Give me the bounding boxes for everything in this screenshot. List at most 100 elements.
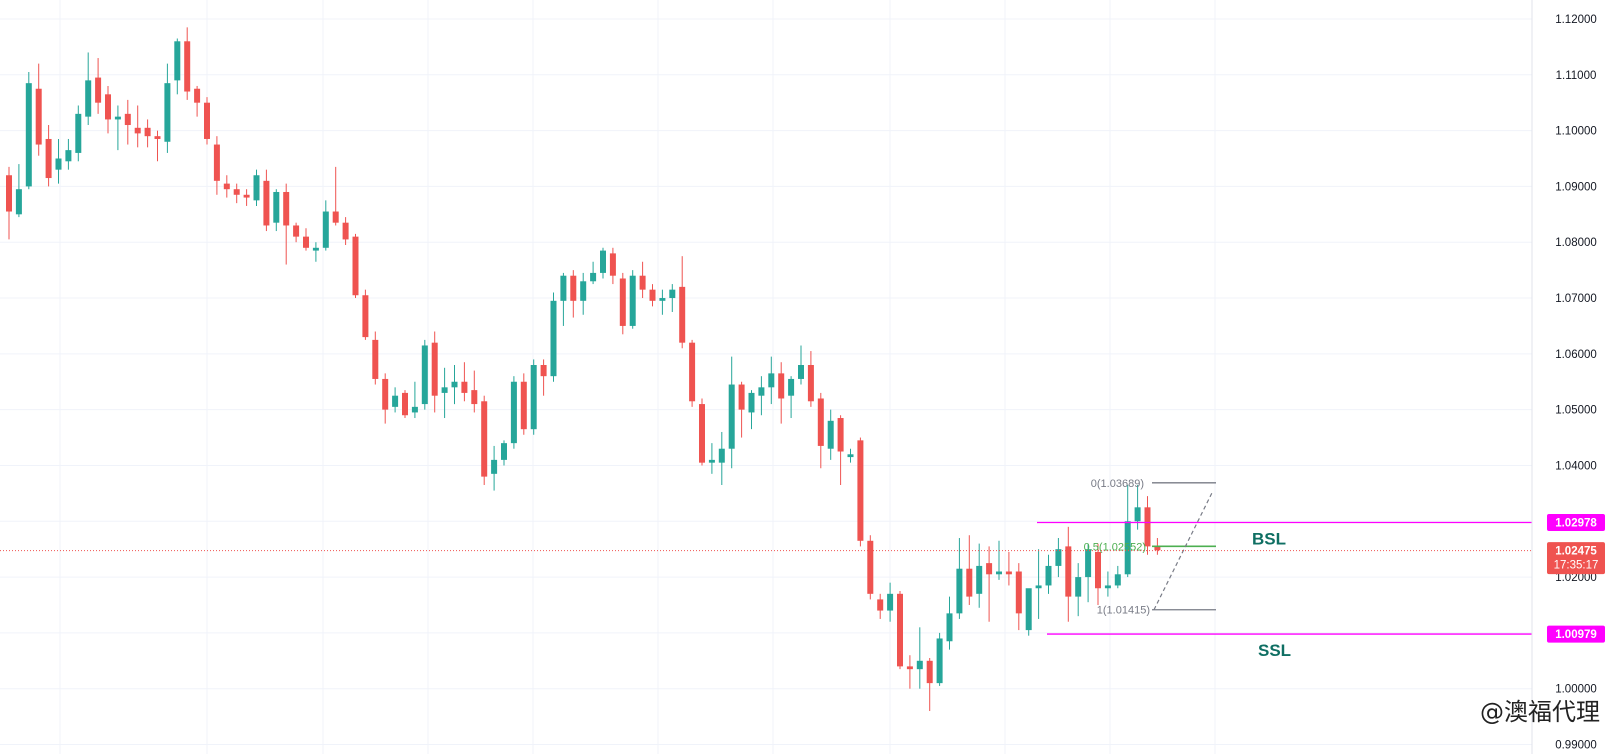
candle: [906, 655, 913, 689]
candle-body: [560, 275, 567, 301]
candle: [590, 261, 597, 285]
candle: [35, 63, 42, 156]
candle-body: [451, 381, 458, 388]
candle: [382, 373, 389, 424]
price-tick-label: 1.08000: [1555, 237, 1597, 249]
candle-body: [986, 563, 993, 575]
candle: [609, 247, 616, 285]
candle-body: [164, 83, 171, 142]
candle-body: [25, 83, 32, 187]
candle-body: [362, 295, 369, 338]
candle: [144, 119, 151, 148]
candle-body: [699, 404, 705, 463]
bsl-label: BSL: [1252, 529, 1286, 548]
price-tick-label: 1.02000: [1555, 572, 1597, 584]
candle-body: [609, 253, 616, 276]
price-tick-label: 1.10000: [1555, 126, 1597, 138]
candle-body: [540, 365, 547, 377]
price-tick-label: 0.99000: [1555, 740, 1597, 752]
candle: [679, 256, 686, 349]
candle-body: [35, 88, 42, 145]
candle: [6, 166, 12, 240]
candle-body: [708, 459, 715, 463]
candle: [798, 345, 804, 385]
candle-body: [421, 345, 428, 405]
candle: [441, 367, 448, 419]
candle: [570, 270, 577, 318]
candle-body: [491, 459, 498, 474]
candle: [25, 71, 32, 190]
candle-body: [1124, 521, 1131, 575]
candle-body: [629, 275, 636, 326]
candle: [55, 138, 62, 184]
candle-body: [916, 660, 923, 670]
watermark-text: @澳福代理: [1480, 698, 1600, 726]
candle-body: [1015, 571, 1022, 614]
candle-body: [887, 593, 894, 611]
candle: [95, 58, 102, 114]
candle-body: [95, 77, 102, 103]
candle: [996, 540, 1002, 580]
candle: [1114, 565, 1121, 589]
candle: [1055, 538, 1062, 578]
candle-body: [1095, 551, 1101, 589]
ssl-price-tag-text: 1.00979: [1555, 629, 1597, 641]
candle-body: [1085, 549, 1092, 578]
candle-body: [431, 342, 438, 396]
candle-body: [342, 222, 349, 240]
candle: [164, 63, 171, 153]
candle: [263, 169, 270, 232]
candle: [312, 242, 319, 262]
candle: [946, 596, 953, 650]
candle-body: [6, 175, 12, 212]
candle: [768, 356, 775, 405]
candle: [649, 284, 656, 307]
candle: [748, 390, 755, 430]
candle: [342, 217, 349, 246]
candle: [213, 136, 220, 195]
candle: [550, 292, 557, 382]
candle-body: [402, 392, 408, 416]
price-tick-label: 1.05000: [1555, 405, 1597, 417]
ssl-label: SSL: [1258, 641, 1291, 660]
price-axis[interactable]: 1.12000 1.11000 1.10000 1.09000 1.08000 1.070…: [1531, 0, 1619, 754]
candle-body: [134, 127, 141, 134]
candle-body: [966, 568, 973, 597]
candle-body: [926, 660, 933, 684]
candle: [718, 431, 725, 485]
candle-body: [867, 540, 874, 594]
candle-body: [382, 378, 389, 410]
candle-body: [273, 191, 280, 223]
candle: [114, 105, 121, 151]
candle: [105, 85, 111, 134]
candle: [837, 415, 844, 485]
candle-body: [590, 272, 597, 282]
candle: [728, 356, 735, 469]
candle: [817, 392, 824, 469]
candle-body: [293, 225, 300, 237]
candle-body: [758, 387, 765, 396]
candle: [510, 376, 517, 449]
candle: [520, 373, 527, 435]
candle: [738, 381, 745, 438]
candle-body: [411, 406, 418, 413]
candle-body: [510, 381, 517, 444]
candle-body: [352, 236, 359, 296]
price-tick-label: 1.00000: [1555, 684, 1597, 696]
candle-body: [1055, 549, 1062, 566]
candle-body: [788, 378, 795, 396]
ssl-price-tag: 1.00979: [1547, 625, 1605, 643]
candle: [65, 138, 72, 170]
candle: [926, 658, 933, 712]
candle-body: [600, 250, 606, 273]
candle: [936, 632, 943, 686]
candle-body: [1045, 565, 1052, 586]
candle-body: [85, 80, 92, 117]
candle: [827, 409, 834, 460]
candle-body: [807, 365, 814, 402]
drawing-overlays: 0(1.03689) 0.5(1.02552) 1(1.01415) BSL S…: [0, 478, 1532, 660]
candle-body: [1075, 577, 1082, 597]
candle: [372, 331, 379, 385]
candle: [639, 261, 646, 299]
